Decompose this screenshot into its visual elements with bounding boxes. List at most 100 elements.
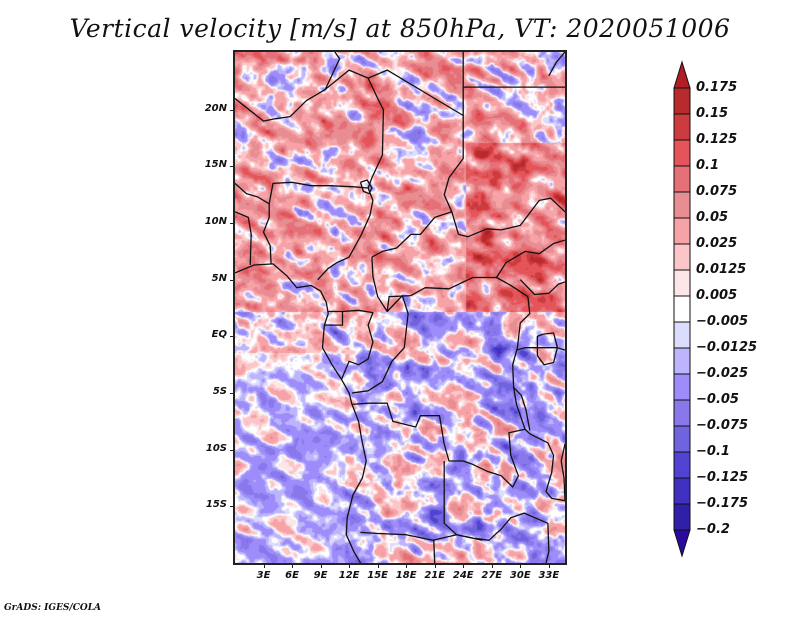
lat-tick [230, 166, 235, 168]
colorbar-level-label: 0.15 [696, 106, 729, 121]
border-line [360, 531, 483, 541]
border-line [536, 332, 559, 366]
border-line [367, 69, 464, 235]
lon-tick-label: 12E [338, 570, 360, 581]
colorbar-band [673, 269, 691, 297]
lon-tick [377, 563, 379, 568]
lon-tick-label: 18E [395, 570, 417, 581]
border-line [458, 197, 565, 238]
border-line [371, 211, 453, 258]
colorbar-bottom-arrow [673, 529, 691, 558]
border-line [371, 257, 529, 313]
lon-tick-label: 3E [256, 570, 271, 581]
colorbar-top-arrow [673, 60, 691, 89]
colorbar-band [673, 243, 691, 271]
colorbar-level-label: −0.005 [696, 314, 749, 329]
border-line [235, 211, 252, 266]
colorbar-level-label: −0.05 [696, 392, 739, 407]
colorbar-level-label: 0.125 [696, 132, 738, 147]
colorbar-band [673, 425, 691, 453]
colorbar-band [673, 165, 691, 193]
lat-tick-label: 5N [211, 272, 227, 284]
border-line [317, 187, 374, 281]
lon-tick [406, 563, 408, 568]
colorbar-band [673, 113, 691, 141]
colorbar-band [673, 191, 691, 219]
lat-tick-label: 15N [204, 159, 227, 171]
border-line [512, 296, 565, 502]
border-line [235, 263, 367, 563]
border-line [340, 309, 374, 380]
colorbar-band [673, 503, 691, 531]
colorbar-band [673, 139, 691, 167]
colorbar-band [673, 399, 691, 427]
lon-tick [463, 563, 465, 568]
colorbar-level-label: 0.005 [696, 288, 738, 303]
lon-tick [320, 563, 322, 568]
border-line [262, 203, 272, 264]
colorbar-band [673, 217, 691, 245]
grads-credit: GrADS: IGES/COLA [4, 603, 102, 613]
lon-tick-label: 6E [285, 570, 299, 581]
border-line [433, 540, 436, 563]
border-line [359, 179, 373, 195]
lat-tick-label: 10S [205, 442, 227, 454]
colorbar-band [673, 321, 691, 349]
colorbar-level-label: −0.0125 [696, 340, 758, 355]
border-line [557, 347, 565, 351]
lon-tick [520, 563, 522, 568]
colorbar-level-label: −0.125 [696, 470, 749, 485]
lat-tick [230, 393, 235, 395]
lon-tick-label: 30E [509, 570, 531, 581]
lat-tick [230, 109, 235, 111]
border-line [351, 294, 409, 394]
lon-tick [263, 563, 265, 568]
lon-tick [434, 563, 436, 568]
border-line [235, 69, 379, 122]
lat-tick [230, 279, 235, 281]
border-line [324, 310, 344, 326]
border-line [351, 402, 526, 488]
colorbar-band [673, 87, 691, 115]
lon-tick-label: 21E [424, 570, 446, 581]
lat-tick-label: 15S [205, 499, 227, 511]
colorbar-band [673, 295, 691, 323]
lon-tick-label: 27E [481, 570, 503, 581]
border-line [560, 443, 565, 501]
map-panel [233, 50, 567, 565]
colorbar-band [673, 373, 691, 401]
lat-tick [230, 336, 235, 338]
colorbar-level-label: 0.075 [696, 184, 738, 199]
border-line [324, 52, 341, 90]
country-borders [235, 52, 565, 563]
colorbar-level-label: 0.175 [696, 80, 738, 95]
lon-tick-label: 33E [538, 570, 560, 581]
colorbar-level-label: 0.1 [696, 158, 720, 173]
vertical-velocity-field [235, 52, 565, 563]
border-line [548, 52, 565, 77]
border-line [474, 512, 550, 563]
colorbar-level-label: 0.0125 [696, 262, 747, 277]
colorbar-level-label: −0.075 [696, 418, 749, 433]
plot-title: Vertical velocity [m/s] at 850hPa, VT: 2… [69, 14, 731, 43]
lat-tick-label: EQ [211, 329, 227, 341]
border-line [367, 98, 385, 189]
colorbar-band [673, 477, 691, 505]
lat-tick-label: 10N [204, 216, 227, 228]
border-line [513, 386, 531, 431]
lon-tick [491, 563, 493, 568]
lon-tick-label: 15E [367, 570, 389, 581]
lon-tick [292, 563, 294, 568]
colorbar-level-label: 0.05 [696, 210, 729, 225]
colorbar-level-label: −0.175 [696, 496, 749, 511]
lat-tick [230, 449, 235, 451]
lon-tick [548, 563, 550, 568]
lat-tick [230, 223, 235, 225]
border-line [519, 279, 565, 296]
border-line [235, 181, 369, 205]
lat-tick-label: 20N [204, 102, 227, 114]
border-line [516, 347, 558, 351]
lat-tick [230, 506, 235, 508]
colorbar-level-label: −0.025 [696, 366, 749, 381]
colorbar-level-label: 0.025 [696, 236, 738, 251]
